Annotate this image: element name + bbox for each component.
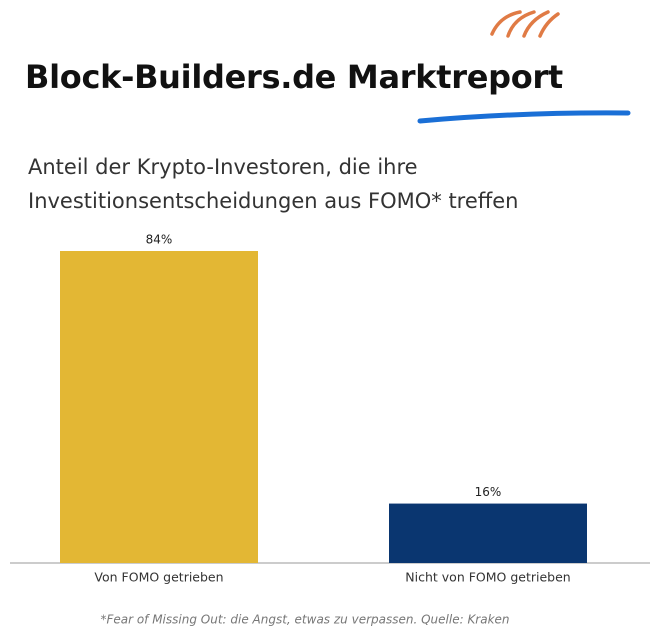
x-tick-label: Von FOMO getrieben (94, 570, 223, 585)
footnote: *Fear of Missing Out: die Angst, etwas z… (100, 613, 509, 627)
x-tick-label: Nicht von FOMO getrieben (405, 570, 570, 585)
page-title: Block-Builders.de Marktreport (25, 58, 563, 96)
value-label: 16% (475, 485, 502, 499)
title-underline (417, 110, 631, 124)
bar (60, 251, 258, 563)
value-label: 84% (146, 233, 173, 247)
chart-title: Anteil der Krypto-Investoren, die ihre I… (28, 155, 519, 213)
decoration (490, 10, 560, 38)
bar (389, 503, 587, 563)
